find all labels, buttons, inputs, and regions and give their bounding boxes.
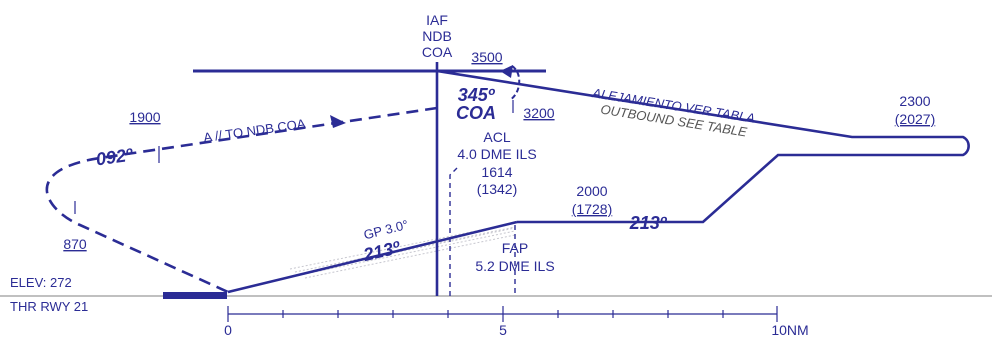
procedure-turn-path bbox=[45, 106, 438, 294]
holding-arrow-icon bbox=[500, 65, 513, 78]
fap-height: (1728) bbox=[572, 201, 612, 217]
fap-dme: 5.2 DME ILS bbox=[475, 258, 554, 274]
scale-label-10nm: 10NM bbox=[771, 322, 808, 338]
procedure-turn-altitude: 1900 bbox=[129, 109, 160, 125]
acl-dme: 4.0 DME ILS bbox=[457, 146, 536, 162]
runway-bar bbox=[163, 292, 227, 299]
procedure-turn-arrow-icon bbox=[330, 115, 346, 128]
acl-label: ACL bbox=[483, 129, 510, 145]
aerodrome-elevation: ELEV: 272 bbox=[10, 275, 72, 290]
procedure-turn-min-altitude: 870 bbox=[63, 236, 87, 252]
holding-fix-label: COA bbox=[456, 103, 496, 123]
procedure-turn-note: A // TO NDB COA bbox=[202, 116, 306, 145]
threshold-label: THR RWY 21 bbox=[10, 299, 88, 314]
scale-label-5: 5 bbox=[499, 322, 507, 338]
ndb-label: NDB bbox=[422, 28, 452, 44]
holding-inbound-course: 345º bbox=[458, 85, 496, 105]
final-approach-leg bbox=[227, 220, 518, 294]
holding-altitude: 3500 bbox=[471, 49, 502, 65]
outbound-leg bbox=[436, 69, 970, 224]
outer-altitude: 2300 bbox=[899, 93, 930, 109]
outer-height: (2027) bbox=[895, 111, 935, 127]
iaf-label: IAF bbox=[426, 12, 448, 28]
intermediate-course: 213º bbox=[629, 213, 668, 233]
holding-hook bbox=[509, 65, 521, 101]
procedure-turn-course: 092º bbox=[95, 144, 135, 169]
coa-label: COA bbox=[422, 44, 453, 60]
acl-height: (1342) bbox=[477, 181, 517, 197]
glide-path-label: GP 3.0° bbox=[362, 217, 410, 243]
holding-min-altitude: 3200 bbox=[523, 105, 554, 121]
distance-scale bbox=[227, 306, 778, 322]
acl-dashed-line bbox=[449, 167, 458, 296]
acl-altitude: 1614 bbox=[481, 164, 512, 180]
fap-altitude: 2000 bbox=[576, 183, 607, 199]
fap-label: FAP bbox=[502, 240, 528, 256]
scale-label-0: 0 bbox=[224, 322, 232, 338]
